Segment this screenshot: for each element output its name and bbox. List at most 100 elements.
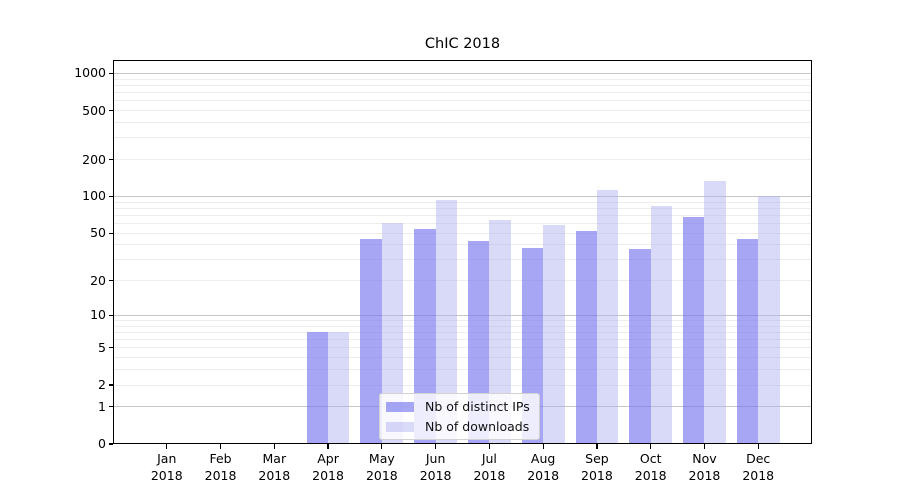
x-tick-month: Jul [481,451,497,466]
x-tick-label: Aug 2018 [513,451,573,484]
gridline-minor [114,223,811,224]
bar-distinct-ips-jul [467,241,490,443]
bar-downloads-jun [435,199,457,443]
y-tick-label: 0 [98,436,106,451]
gridline-minor [114,110,811,112]
x-tick-year: 2018 [634,467,667,483]
bar-downloads-aug [543,225,565,443]
gridline-minor [114,100,811,102]
y-tick-label: 20 [90,272,106,288]
legend-item-downloads: Nb of downloads [386,418,530,435]
y-tick-label: 100 [82,188,106,204]
x-tick-mark [542,444,544,449]
y-tick-label: 1 [98,398,106,414]
x-tick-label: Nov 2018 [674,451,734,484]
x-tick-mark [650,444,652,449]
x-tick-mark [703,444,706,449]
legend-item-distinct-ips: Nb of distinct IPs [386,398,530,415]
legend: Nb of distinct IPs Nb of downloads [379,393,540,440]
x-tick-year: 2018 [150,467,183,483]
x-tick-label: Jun 2018 [406,451,466,484]
bar-downloads-may [381,222,404,443]
gridline-minor [114,214,811,216]
y-tick-mark [108,72,113,75]
y-tick-label: 500 [82,102,106,118]
legend-label-downloads: Nb of downloads [425,419,530,434]
x-tick-month: Dec [746,451,771,466]
x-tick-month: Feb [209,451,232,466]
gridline-minor [114,369,811,371]
y-tick-mark [108,443,113,445]
gridline-minor [114,280,811,282]
y-tick-label: 10 [90,307,106,323]
gridline-minor [114,347,811,349]
x-tick-month: Jan [157,451,177,466]
x-tick-month: Jun [425,451,446,466]
x-tick-year: 2018 [473,467,506,483]
x-tick-month: Mar [262,451,287,466]
x-tick-year: 2018 [419,467,452,483]
x-tick-mark [596,444,598,449]
bar-downloads-jul [489,220,511,443]
x-tick-label: Oct 2018 [621,451,681,484]
x-tick-year: 2018 [204,467,237,483]
y-tick-mark [108,195,113,198]
chart-title: ChIC 2018 [424,36,501,52]
y-tick-label: 50 [90,225,106,241]
gridline-minor [114,137,811,139]
x-tick-year: 2018 [688,467,721,483]
bar-distinct-ips-may [360,238,382,443]
x-tick-mark [327,444,329,449]
y-tick-label: 1000 [74,65,106,81]
bar-downloads-apr [328,332,350,443]
x-tick-label: Jul 2018 [459,451,519,484]
x-tick-label: Mar 2018 [244,451,304,484]
y-tick-mark [108,314,113,316]
bar-downloads-nov [704,181,726,443]
gridline-minor [114,339,811,341]
gridline-minor [114,201,811,203]
x-tick-mark [435,444,437,449]
gridline-minor [114,78,811,80]
gridline-minor [114,159,811,161]
x-tick-label: Apr 2018 [298,451,358,484]
x-tick-month: Oct [639,451,662,466]
x-tick-year: 2018 [581,467,613,483]
x-tick-month: Sep [585,451,609,466]
x-tick-mark [757,444,759,449]
bar-downloads-sep [596,189,619,443]
gridline-major [114,314,811,316]
gridline-minor [114,92,811,94]
x-tick-mark [381,444,383,449]
legend-label-distinct-ips: Nb of distinct IPs [425,399,530,414]
x-tick-year: 2018 [365,467,398,483]
gridline-major [114,72,811,74]
x-tick-year: 2018 [312,467,344,483]
legend-swatch-downloads [386,421,414,432]
x-tick-month: Nov [692,451,717,466]
y-tick-mark [108,158,113,161]
x-tick-month: May [368,451,395,466]
gridline-minor [114,331,811,333]
x-tick-month: Aug [530,451,556,466]
x-tick-mark [488,444,490,449]
x-tick-label: Feb 2018 [191,451,251,484]
y-tick-label: 200 [82,151,106,167]
y-tick-mark [108,406,113,408]
x-tick-year: 2018 [742,467,775,483]
gridline-major [114,195,811,197]
x-tick-mark [273,444,275,449]
gridline-minor [114,384,811,386]
legend-swatch-distinct-ips [386,401,414,412]
bar-distinct-ips-jun [414,229,436,443]
x-tick-year: 2018 [527,467,560,483]
y-tick-mark [108,280,113,282]
gridline-minor [114,357,811,359]
x-tick-year: 2018 [258,467,291,483]
x-tick-month: Apr [317,451,339,466]
bar-distinct-ips-nov [683,216,705,443]
x-tick-mark [166,444,168,449]
x-tick-label: May 2018 [352,451,412,484]
